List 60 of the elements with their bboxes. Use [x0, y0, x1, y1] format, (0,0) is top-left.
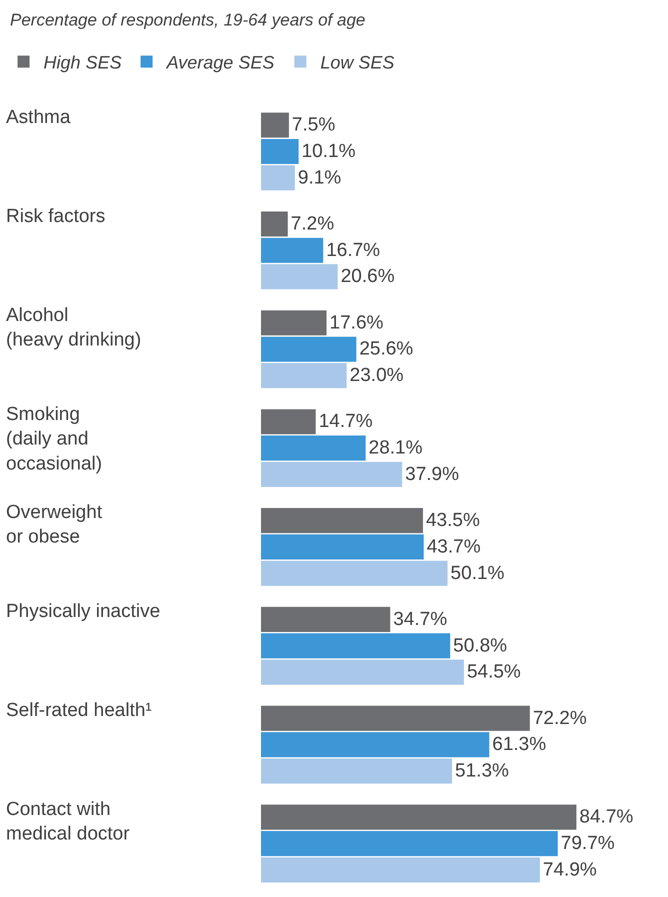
bar: [261, 409, 316, 434]
chart-title: Percentage of respondents, 19-64 years of age: [10, 10, 366, 30]
bar: [261, 462, 402, 487]
y-tick-label: Contact with medical doctor: [6, 799, 130, 845]
y-tick-label: Physically inactive: [6, 601, 160, 622]
bar: [261, 560, 448, 586]
bar: [261, 534, 424, 560]
bar: [261, 112, 289, 138]
data-label: 72.2%: [532, 708, 587, 729]
bar: [261, 857, 540, 882]
data-label: 20.6%: [340, 266, 395, 288]
data-label: 51.3%: [455, 760, 510, 782]
data-label: 79.7%: [560, 833, 615, 854]
y-tick-label: Smoking (daily and occasional): [6, 404, 102, 474]
legend-label: High SES: [44, 52, 122, 73]
bar: [261, 436, 366, 461]
bar: [261, 508, 423, 534]
data-label: 7.2%: [290, 213, 334, 234]
data-label: 17.6%: [330, 312, 384, 334]
bar: [261, 211, 288, 236]
bar: [261, 363, 347, 388]
data-label: 74.9%: [542, 859, 597, 880]
y-tick-label: Alcohol (heavy drinking): [6, 305, 142, 351]
data-label: 23.0%: [350, 365, 404, 386]
bar: [261, 804, 576, 830]
data-label: 14.7%: [318, 411, 373, 432]
data-label: 28.1%: [368, 438, 423, 459]
data-label: 54.5%: [466, 662, 521, 683]
data-label: 16.7%: [326, 240, 380, 261]
data-label: 43.5%: [426, 510, 480, 532]
data-label: 43.7%: [426, 536, 481, 558]
bar: [261, 238, 324, 263]
bar: [261, 336, 356, 362]
y-tick-label: Overweight or obese: [6, 502, 103, 548]
data-label: 50.8%: [453, 635, 508, 656]
bar: [261, 165, 295, 190]
data-label: 37.9%: [405, 464, 460, 485]
bar: [261, 831, 558, 856]
legend-label: Average SES: [166, 52, 274, 73]
bar: [261, 606, 390, 632]
y-tick-label: Asthma: [6, 107, 71, 128]
bar: [261, 633, 450, 658]
y-tick-label: Self-rated health¹: [6, 700, 152, 721]
bar: [261, 758, 452, 784]
data-label: 9.1%: [298, 167, 342, 188]
bar: [261, 138, 299, 164]
legend-label: Low SES: [320, 52, 394, 73]
bar: [261, 264, 338, 290]
bar: [261, 732, 490, 758]
y-tick-label: Risk factors: [6, 206, 106, 227]
data-label: 7.5%: [292, 114, 336, 136]
bar: [261, 706, 530, 731]
data-label: 84.7%: [579, 806, 634, 828]
data-label: 50.1%: [450, 562, 505, 584]
data-label: 25.6%: [359, 338, 414, 360]
data-label: 10.1%: [302, 140, 356, 162]
data-label: 34.7%: [393, 608, 448, 630]
bar: [261, 660, 464, 685]
bar: [261, 310, 327, 336]
data-label: 61.3%: [492, 734, 546, 756]
